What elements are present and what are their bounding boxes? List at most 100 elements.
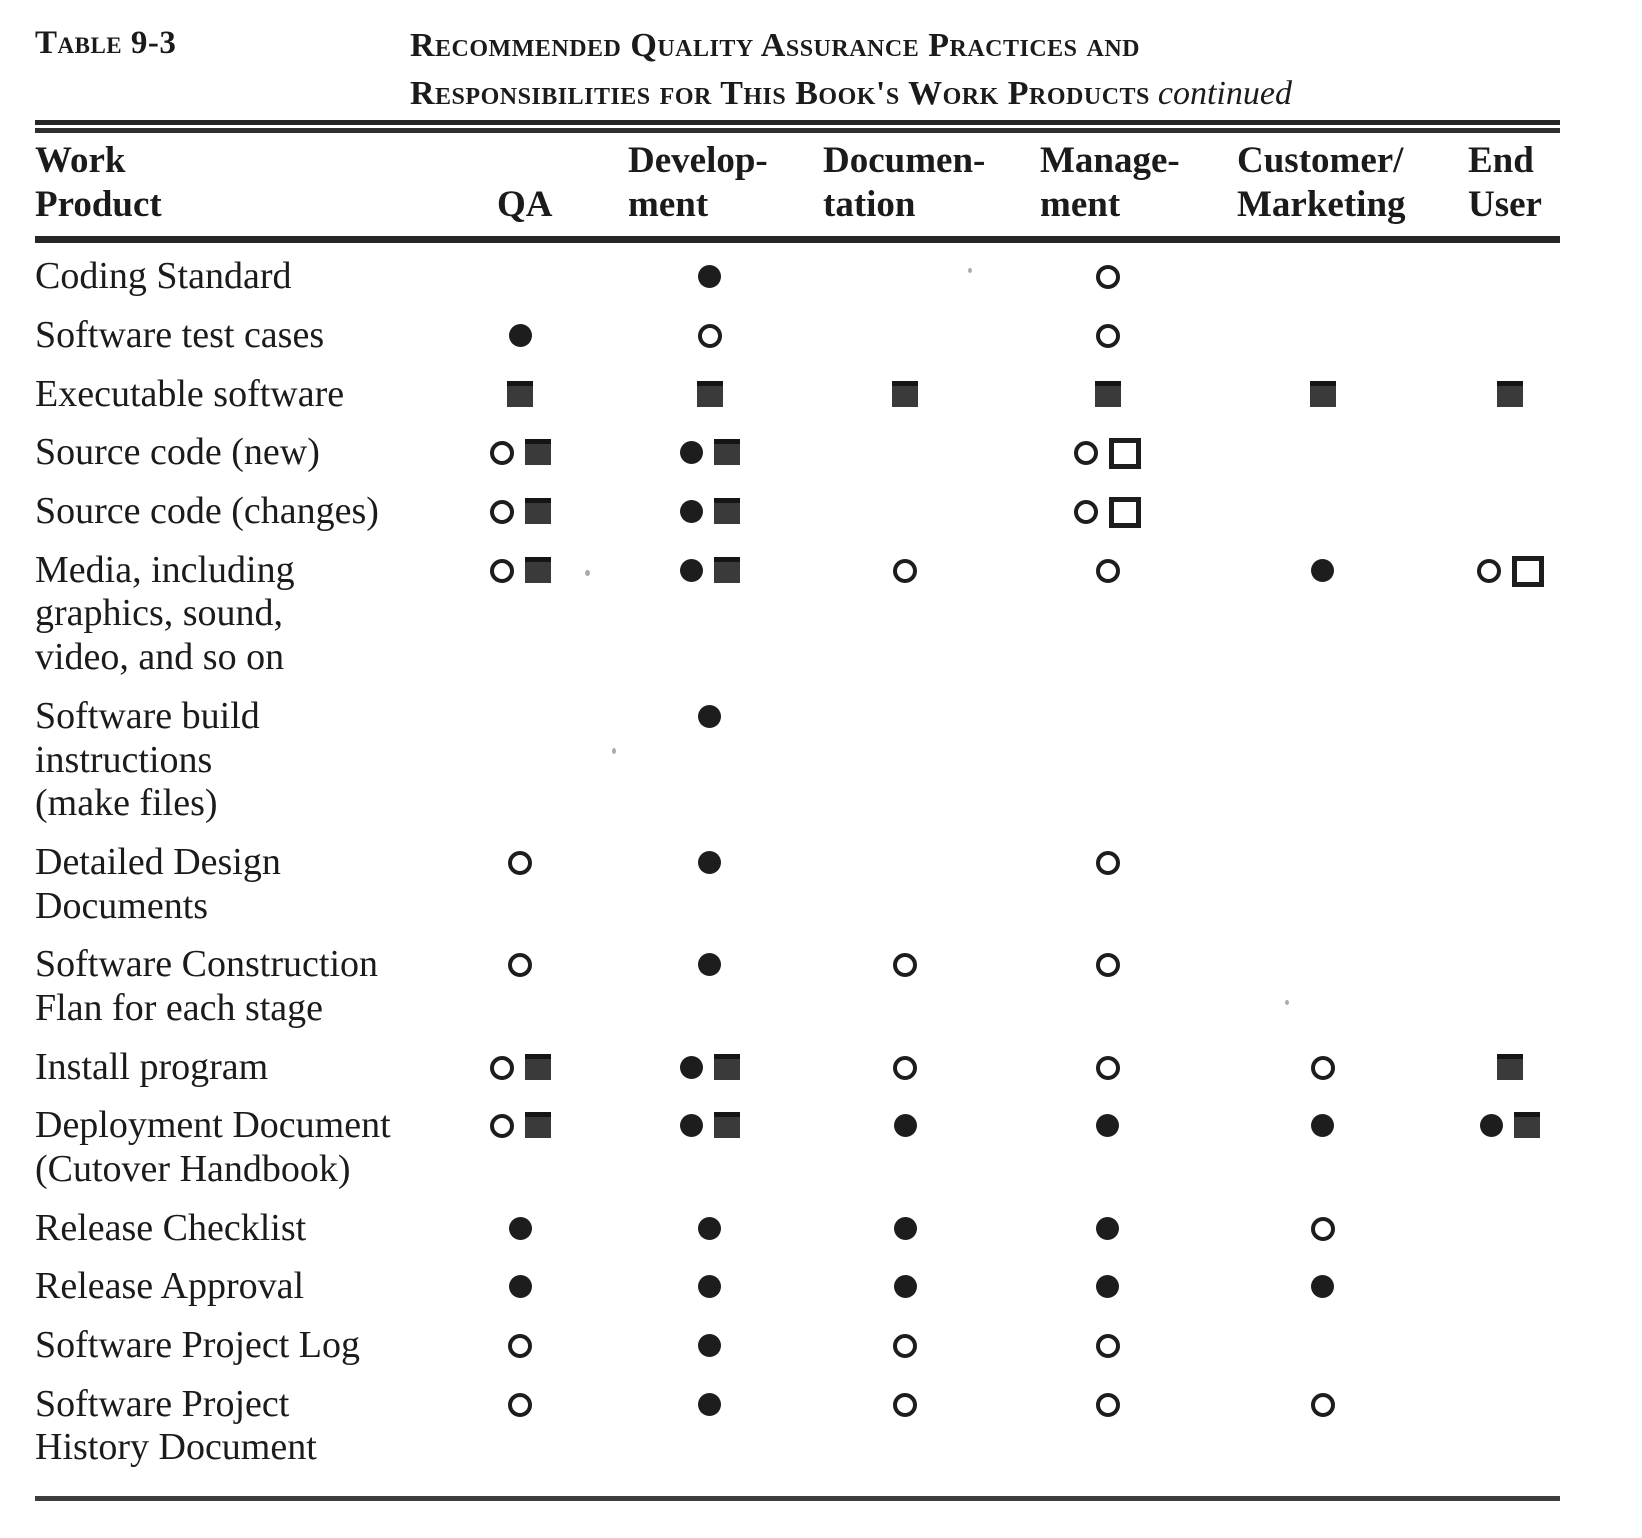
table-row: Source code (changes) — [35, 490, 1560, 534]
table-row: Install program — [35, 1046, 1560, 1090]
open-circle-symbol — [489, 558, 514, 583]
filled-circle-symbol — [698, 850, 721, 874]
filled-circle-symbol — [698, 704, 721, 728]
cell-documentation — [810, 314, 1000, 358]
cell-documentation — [810, 1265, 1000, 1309]
cell-qa — [445, 1104, 595, 1191]
cell-qa — [445, 549, 595, 680]
filled-square-symbol — [713, 1053, 740, 1080]
cell-development — [595, 695, 810, 826]
row-label: Software build instructions (make files) — [35, 694, 260, 825]
table-title: Recommended Quality Assurance Practices … — [410, 22, 1292, 117]
cell-management — [1000, 943, 1215, 1030]
filled-circle-symbol — [1311, 1114, 1334, 1138]
row-label: Software Construction Flan for each stag… — [35, 943, 379, 1029]
cell-customer-marketing — [1215, 1383, 1430, 1470]
cell-end-user — [1430, 1046, 1560, 1090]
open-circle-symbol — [1310, 1055, 1335, 1080]
cell-management — [1000, 841, 1215, 928]
cell-end-user — [1430, 1104, 1560, 1191]
cell-end-user — [1430, 1383, 1560, 1470]
filled-square-symbol — [1497, 380, 1523, 407]
cell-customer-marketing — [1215, 549, 1430, 680]
cell-customer-marketing — [1215, 431, 1430, 475]
table-row: Software build instructions (make files) — [35, 695, 1560, 826]
cell-development — [595, 1046, 810, 1090]
filled-circle-symbol — [1311, 1275, 1334, 1299]
open-circle-symbol — [489, 1055, 514, 1080]
continued-label: continued — [1157, 74, 1292, 112]
cell-end-user — [1430, 841, 1560, 928]
cell-end-user — [1430, 549, 1560, 680]
cell-management — [1000, 373, 1215, 417]
open-circle-symbol — [1095, 324, 1120, 348]
cell-qa — [445, 1046, 595, 1090]
cell-qa — [445, 943, 595, 1030]
cell-management — [1000, 549, 1215, 680]
row-label: Source code (changes) — [35, 490, 379, 533]
open-circle-symbol — [508, 1334, 532, 1359]
open-circle-symbol — [489, 441, 514, 466]
cell-development — [595, 1104, 810, 1191]
cell-development — [595, 549, 810, 680]
filled-circle-symbol — [893, 1114, 917, 1138]
table-row: Release Checklist — [35, 1207, 1560, 1251]
filled-square-symbol — [1514, 1112, 1540, 1139]
cell-customer-marketing — [1215, 695, 1430, 826]
cell-qa — [445, 1265, 595, 1309]
cell-management — [1000, 1207, 1215, 1251]
scan-speck — [585, 570, 590, 576]
open-circle-symbol — [893, 558, 917, 583]
table-row: Detailed Design Documents — [35, 841, 1560, 928]
scan-speck — [968, 268, 972, 273]
cell-end-user — [1430, 490, 1560, 534]
filled-square-symbol — [1309, 380, 1336, 407]
table-title-block: Table 9-3 Recommended Quality Assurance … — [35, 22, 1560, 118]
open-square-symbol — [1511, 555, 1544, 587]
table-title-line2: Responsibilities for This Book's Work Pr… — [410, 74, 1292, 112]
open-circle-symbol — [893, 1334, 917, 1359]
column-header-work-product: Work Product — [35, 140, 162, 225]
cell-development — [595, 1265, 810, 1309]
cell-development — [595, 1324, 810, 1368]
cell-customer-marketing — [1215, 1046, 1430, 1090]
row-label: Release Checklist — [35, 1206, 307, 1249]
cell-documentation — [810, 373, 1000, 417]
cell-development — [595, 1383, 810, 1470]
cell-end-user — [1430, 943, 1560, 1030]
cell-documentation — [810, 1324, 1000, 1368]
open-circle-symbol — [1095, 850, 1120, 875]
cell-qa — [445, 431, 595, 475]
filled-circle-symbol — [508, 324, 532, 347]
open-circle-symbol — [489, 500, 514, 525]
table-row: Software Project Log — [35, 1324, 1560, 1368]
open-circle-symbol — [1476, 558, 1501, 583]
cell-development — [595, 943, 810, 1030]
table-header-row: Work Product QA Develop- ment Documen- tati… — [35, 133, 1560, 236]
cell-customer-marketing — [1215, 841, 1430, 928]
cell-qa — [445, 841, 595, 928]
scanned-page: Table 9-3 Recommended Quality Assurance … — [35, 0, 1560, 1502]
cell-qa — [445, 1324, 595, 1368]
table-top-rule — [35, 120, 1560, 133]
row-label: Executable software — [35, 372, 345, 415]
cell-management — [1000, 255, 1215, 299]
filled-circle-symbol — [698, 1334, 721, 1358]
cell-customer-marketing — [1215, 255, 1430, 299]
filled-circle-symbol — [1096, 1275, 1119, 1299]
cell-documentation — [810, 943, 1000, 1030]
filled-circle-symbol — [893, 1216, 917, 1240]
cell-documentation — [810, 549, 1000, 680]
filled-circle-symbol — [698, 265, 721, 289]
filled-square-symbol — [1497, 1053, 1523, 1080]
cell-development — [595, 255, 810, 299]
header-divider-rule — [35, 236, 1560, 244]
cell-end-user — [1430, 1207, 1560, 1251]
column-header-documentation: Documen- tation — [823, 140, 986, 225]
cell-qa — [445, 1207, 595, 1251]
filled-circle-symbol — [1480, 1114, 1503, 1138]
cell-end-user — [1430, 1265, 1560, 1309]
filled-square-symbol — [713, 556, 740, 583]
cell-management — [1000, 1265, 1215, 1309]
column-header-development: Develop- ment — [628, 140, 768, 225]
